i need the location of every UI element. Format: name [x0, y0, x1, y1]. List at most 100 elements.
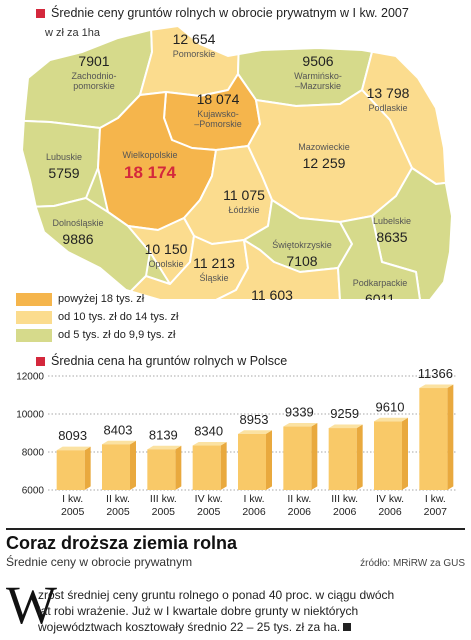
legend-item: od 10 tys. zł do 14 tys. zł — [16, 308, 178, 326]
bar-side — [220, 441, 227, 490]
map-title: Średnie ceny gruntów rolnych w obrocie p… — [51, 6, 409, 20]
bar-side — [356, 424, 363, 490]
region-value: 7901 — [78, 53, 109, 69]
region-name: –Pomorskie — [194, 119, 242, 129]
bar-side — [84, 446, 91, 490]
region-pomorskie — [139, 26, 241, 97]
bar-value-label: 8093 — [58, 428, 87, 443]
bar-value-label: 8403 — [104, 422, 133, 437]
x-tick-label: 2005 — [197, 506, 221, 518]
poland-outline — [20, 24, 454, 300]
bar-top — [283, 422, 318, 427]
legend-label: powyżej 18 tys. zł — [58, 293, 145, 305]
bar-top — [328, 424, 363, 429]
body-line-last: województwach kosztowały średnio 22 – 25… — [38, 619, 456, 635]
x-tick-label: 2007 — [424, 506, 448, 518]
legend-item: powyżej 18 tys. zł — [16, 290, 178, 308]
poland-map: 7901 Zachodnio-pomorskie 12 654 Pomorskie 95… — [20, 24, 454, 300]
article-deck: Średnie ceny w obrocie prywatnym — [6, 555, 193, 569]
legend-swatch-low — [16, 328, 52, 342]
body-line-text: województwach kosztowały średnio 22 – 25… — [38, 620, 341, 634]
region-name: Kujawsko- — [197, 109, 239, 119]
region-name: Podlaskie — [368, 103, 407, 113]
region-value: 11 603 — [251, 287, 293, 300]
end-mark — [343, 623, 352, 631]
region-name: Opolskie — [148, 259, 183, 269]
article-headline: Coraz droższa ziemia rolna — [6, 533, 238, 553]
bar — [238, 433, 266, 490]
legend-swatch-mid — [16, 310, 52, 324]
bar-top — [238, 430, 272, 434]
body-line: lat robi wrażenie. Już w I kwartale dobr… — [38, 604, 359, 618]
bar-top — [56, 446, 91, 451]
bar — [56, 450, 85, 490]
region-value: 8635 — [376, 229, 407, 245]
x-tick-label: 2006 — [378, 506, 402, 518]
region-slaskie — [121, 235, 249, 300]
x-tick-label: 2006 — [333, 506, 357, 518]
region-name: Mazowieckie — [298, 142, 350, 152]
region-name: Podkarpackie — [353, 278, 408, 288]
region-value: 9506 — [302, 53, 333, 69]
region-value: 18 174 — [124, 163, 177, 182]
region-name: Łódzkie — [228, 205, 259, 215]
bar — [328, 428, 357, 490]
bar-value-label: 8139 — [149, 427, 178, 442]
region-value: 13 798 — [367, 85, 410, 101]
source-note: źródło: MRiRW za GUS — [360, 558, 465, 569]
map-title-row: Średnie ceny gruntów rolnych w obrocie p… — [36, 6, 409, 20]
chart-title-marker — [36, 356, 45, 366]
x-tick-label: II kw. — [106, 493, 130, 505]
region-value: 12 654 — [173, 31, 216, 47]
x-tick-label: 2006 — [242, 506, 266, 518]
legend-item: od 5 tys. zł do 9,9 tys. zł — [16, 326, 178, 344]
bar-side — [447, 384, 454, 490]
region-podkarpackie — [337, 215, 421, 300]
chart-title-row: Średnia cena ha gruntów rolnych w Polsce — [36, 354, 287, 368]
region-name: Lubelskie — [373, 216, 411, 226]
legend-label: od 5 tys. zł do 9,9 tys. zł — [58, 329, 176, 341]
bar-value-label: 9339 — [285, 405, 314, 420]
article-body: zrost średniej ceny gruntu rolnego o pon… — [38, 587, 456, 635]
legend-swatch-high — [16, 292, 52, 306]
bar-side — [266, 430, 272, 490]
bar-top — [147, 445, 182, 450]
region-name: Pomorskie — [173, 49, 216, 59]
x-tick-label: I kw. — [425, 493, 446, 505]
y-tick-label: 6000 — [22, 486, 45, 497]
region-value: 7108 — [286, 253, 317, 269]
title-marker — [36, 8, 45, 18]
bar-value-label: 9610 — [376, 399, 405, 414]
bar-side — [402, 417, 408, 490]
bar-top — [192, 441, 227, 446]
region-name: Śląskie — [199, 272, 228, 283]
region-value: 9886 — [62, 231, 93, 247]
region-value: 5759 — [48, 165, 79, 181]
x-tick-label: IV kw. — [376, 493, 404, 505]
bar — [374, 421, 402, 490]
chart-title: Średnia cena ha gruntów rolnych w Polsce — [51, 354, 288, 368]
bar-side — [175, 445, 182, 490]
bar — [283, 426, 312, 490]
region-name: Warmińsko- — [294, 71, 342, 81]
x-tick-label: 2005 — [152, 506, 176, 518]
bar-top — [102, 440, 136, 445]
bar-side — [130, 440, 136, 490]
legend-label: od 10 tys. zł do 14 tys. zł — [58, 311, 179, 323]
x-tick-label: II kw. — [287, 493, 311, 505]
x-tick-label: IV kw. — [195, 493, 223, 505]
bar — [147, 449, 176, 490]
y-tick-label: 12000 — [16, 372, 44, 383]
x-tick-label: III kw. — [150, 493, 177, 505]
bar — [102, 444, 130, 490]
bar-top — [419, 384, 454, 389]
map-subtitle: w zł za 1ha — [45, 27, 101, 39]
region-name: Wielkopolskie — [122, 150, 177, 160]
bar-top — [374, 417, 408, 422]
map-legend: powyżej 18 tys. zł od 10 tys. zł do 14 t… — [16, 290, 178, 344]
y-tick-label: 8000 — [22, 448, 45, 459]
bar-value-label: 8340 — [194, 424, 223, 439]
drop-cap: W — [6, 575, 57, 635]
x-tick-label: I kw. — [62, 493, 83, 505]
